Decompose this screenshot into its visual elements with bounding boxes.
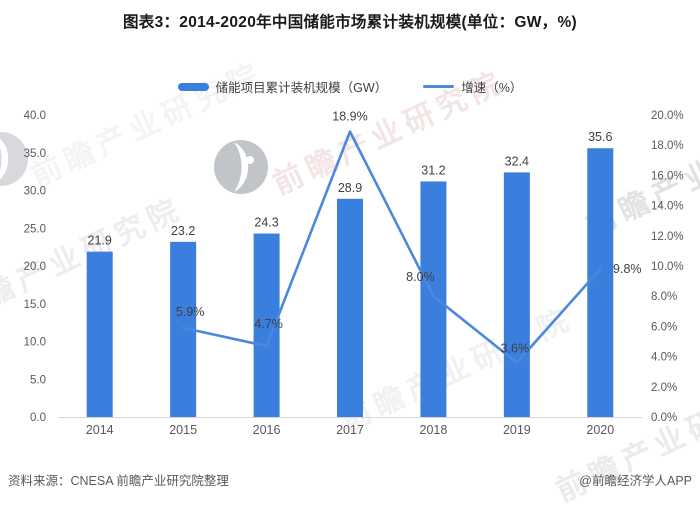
- right-axis-tick: 18.0%: [651, 140, 684, 152]
- bar-label-2020: 35.6: [588, 130, 612, 144]
- chart-title: 图表3：2014-2020年中国储能市场累计装机规模(单位：GW，%): [122, 14, 578, 31]
- legend-item-growth: 增速（%）: [423, 77, 522, 96]
- legend: 储能项目累计装机规模（GW） 增速（%）: [0, 77, 700, 96]
- right-axis-tick: 10.0%: [651, 261, 684, 273]
- bar-label-2015: 23.2: [171, 224, 195, 238]
- left-axis-tick: 0.0: [30, 412, 46, 424]
- x-label-2017: 2017: [336, 423, 364, 437]
- left-axis-tick: 5.0: [30, 374, 46, 386]
- x-label-2019: 2019: [503, 423, 531, 437]
- line-label-2018: 8.0%: [406, 270, 435, 284]
- bar-2020: [587, 148, 614, 417]
- line-label-2020: 9.8%: [613, 262, 642, 276]
- left-axis-tick: 25.0: [24, 223, 46, 235]
- legend-line-swatch: [423, 85, 455, 88]
- x-label-2015: 2015: [169, 423, 197, 437]
- chart-canvas: 0.0 5.0 10.0 15.0 20.0 25.0 30.0 35.0 40.0 0.0% 2.…: [24, 110, 684, 437]
- bar-label-2016: 24.3: [254, 216, 278, 230]
- bar-label-2014: 21.9: [88, 234, 112, 248]
- line-label-2016: 4.7%: [254, 317, 283, 331]
- right-axis-tick: 6.0%: [651, 321, 677, 333]
- bar-label-2017: 28.9: [338, 181, 362, 195]
- bar-label-2018: 31.2: [421, 163, 445, 177]
- right-axis-tick: 16.0%: [651, 170, 684, 182]
- bar-label-2019: 32.4: [505, 154, 529, 168]
- right-axis-tick: 8.0%: [651, 291, 677, 303]
- left-axis-tick: 30.0: [24, 186, 46, 198]
- left-axis-tick: 20.0: [24, 261, 46, 273]
- x-label-2020: 2020: [586, 423, 614, 437]
- right-axis-tick: 2.0%: [651, 382, 677, 394]
- footer: 资料来源：CNESA 前瞻产业研究院整理 @前瞻经济学人APP: [8, 470, 692, 489]
- source-note: 资料来源：CNESA 前瞻产业研究院整理: [8, 474, 229, 488]
- x-label-2016: 2016: [253, 423, 281, 437]
- right-axis-tick: 12.0%: [651, 231, 684, 243]
- left-axis-tick: 15.0: [24, 299, 46, 311]
- legend-capacity-label: 储能项目累计装机规模（GW）: [215, 81, 388, 95]
- bar-2014: [86, 251, 113, 417]
- line-label-2017: 18.9%: [332, 110, 367, 124]
- legend-bar-swatch: [177, 82, 209, 91]
- left-axis-tick: 35.0: [24, 148, 46, 160]
- x-label-2014: 2014: [86, 423, 114, 437]
- right-axis-tick: 14.0%: [651, 201, 684, 213]
- left-axis-tick: 10.0: [24, 337, 46, 349]
- growth-line: [181, 130, 602, 364]
- right-axis-tick: 0.0%: [651, 412, 677, 424]
- bar-2018: [420, 181, 447, 417]
- line-label-2019: 3.6%: [501, 342, 530, 356]
- line-label-2015: 5.9%: [176, 305, 205, 319]
- right-axis-tick: 20.0%: [651, 110, 684, 122]
- bar-2017: [337, 198, 363, 417]
- right-axis-tick: 4.0%: [651, 352, 677, 364]
- app-credit: @前瞻经济学人APP: [579, 474, 692, 488]
- legend-item-capacity: 储能项目累计装机规模（GW）: [177, 77, 388, 96]
- bar-2019: [503, 172, 530, 417]
- x-label-2018: 2018: [420, 423, 448, 437]
- legend-growth-label: 增速（%）: [461, 81, 523, 95]
- left-axis-tick: 40.0: [24, 110, 46, 122]
